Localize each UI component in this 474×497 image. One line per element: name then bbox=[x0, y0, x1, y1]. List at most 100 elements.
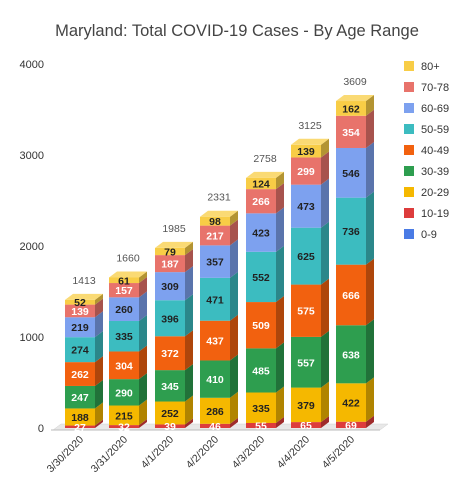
data-label-40-49: 509 bbox=[252, 320, 270, 332]
bar-segment-50-59 bbox=[65, 337, 95, 363]
data-label-40-49: 304 bbox=[115, 360, 133, 372]
data-label-50-59: 625 bbox=[297, 251, 315, 263]
y-tick-label: 2000 bbox=[20, 241, 44, 253]
legend-swatch-40-49 bbox=[404, 145, 414, 155]
bar-segment-60-69 bbox=[155, 272, 185, 301]
bar-segment-10-19 bbox=[200, 423, 230, 428]
legend-swatch-20-29 bbox=[404, 187, 414, 197]
data-label-30-39: 247 bbox=[71, 392, 89, 404]
bar-side-80+ bbox=[139, 271, 147, 284]
data-label-20-29: 422 bbox=[342, 398, 360, 410]
bar-side-20-29 bbox=[230, 391, 238, 424]
y-tick-label: 3000 bbox=[20, 150, 44, 162]
legend-swatch-60-69 bbox=[404, 103, 414, 113]
legend-swatch-80+ bbox=[404, 61, 414, 71]
bar-side-10-19 bbox=[230, 417, 238, 428]
data-label-80+: 162 bbox=[342, 103, 360, 115]
bar-segment-30-39 bbox=[291, 336, 321, 388]
bar-side-50-59 bbox=[366, 191, 374, 265]
bar-segment-10-19 bbox=[65, 425, 95, 428]
x-tick-label: 4/3/2020 bbox=[230, 434, 267, 471]
data-label-50-59: 396 bbox=[161, 313, 179, 325]
data-label-60-69: 546 bbox=[342, 168, 360, 180]
legend-layer: 80+ 70-78 60-69 50-59 40-49 30-39 20-29 10-19 0-… bbox=[404, 61, 449, 241]
bar-segment-30-39 bbox=[336, 325, 366, 384]
legend-label-20-29: 20-29 bbox=[421, 187, 449, 199]
bar-side-20-29 bbox=[185, 395, 193, 425]
bar-side-80+ bbox=[276, 171, 284, 190]
bar-segment-60-69 bbox=[246, 213, 276, 252]
data-label-60-69: 260 bbox=[115, 304, 133, 316]
legend-swatch-50-59 bbox=[404, 124, 414, 134]
data-label-40-49: 575 bbox=[297, 306, 315, 318]
bar-side-60-69 bbox=[185, 266, 193, 301]
bar-segment-60-69 bbox=[291, 184, 321, 228]
data-label-10-19: 65 bbox=[300, 420, 312, 432]
y-tick-label: 0 bbox=[38, 423, 44, 435]
data-label-10-19: 27 bbox=[74, 422, 86, 434]
y-tick-label: 1000 bbox=[20, 332, 44, 344]
data-label-20-29: 286 bbox=[206, 406, 224, 418]
legend-swatch-30-39 bbox=[404, 166, 414, 176]
bar-side-50-59 bbox=[185, 294, 193, 337]
data-label-60-69: 423 bbox=[252, 228, 270, 240]
data-label-80+: 79 bbox=[164, 247, 176, 259]
x-tick-label: 4/1/2020 bbox=[139, 434, 176, 471]
data-label-50-59: 552 bbox=[252, 272, 270, 284]
data-label-80+: 139 bbox=[297, 146, 315, 158]
bar-side-80+ bbox=[95, 293, 103, 305]
bar-segment-10-19 bbox=[246, 422, 276, 428]
bar-segment-70-78 bbox=[336, 115, 366, 148]
bar-side-70-78 bbox=[276, 183, 284, 214]
bar-segment-20-29 bbox=[200, 397, 230, 424]
bar-segment-40-49 bbox=[336, 264, 366, 326]
bar-side-10-19 bbox=[95, 419, 103, 428]
total-label: 2331 bbox=[207, 192, 231, 204]
total-label: 3125 bbox=[298, 120, 322, 132]
data-label-70-78: 354 bbox=[342, 127, 360, 139]
bar-segment-40-49 bbox=[65, 362, 95, 386]
data-label-20-29: 252 bbox=[161, 408, 179, 420]
bar-segment-80+ bbox=[291, 144, 321, 158]
data-label-70-78: 266 bbox=[252, 196, 270, 208]
data-label-60-69: 219 bbox=[71, 322, 89, 334]
bar-top-80+ bbox=[291, 138, 329, 145]
bar-side-40-49 bbox=[321, 278, 329, 337]
bar-side-50-59 bbox=[321, 221, 329, 285]
bar-side-30-39 bbox=[366, 319, 374, 384]
bar-side-50-59 bbox=[95, 331, 103, 363]
bar-segment-80+ bbox=[109, 277, 139, 284]
data-label-70-78: 157 bbox=[115, 285, 133, 297]
bar-side-10-19 bbox=[139, 419, 147, 428]
bar-segment-30-39 bbox=[155, 370, 185, 402]
bar-side-60-69 bbox=[95, 311, 103, 338]
legend-swatch-70-78 bbox=[404, 82, 414, 92]
y-tick-label: 4000 bbox=[20, 59, 44, 71]
bar-segment-20-29 bbox=[65, 408, 95, 426]
chart-title: Maryland: Total COVID-19 Cases - By Age … bbox=[55, 22, 419, 40]
data-label-20-29: 335 bbox=[252, 403, 270, 415]
bar-side-50-59 bbox=[230, 271, 238, 321]
bar-side-30-39 bbox=[139, 373, 147, 406]
bar-side-40-49 bbox=[185, 330, 193, 371]
bar-side-10-19 bbox=[321, 416, 329, 428]
bar-segment-30-39 bbox=[109, 379, 139, 406]
bar-segment-30-39 bbox=[200, 360, 230, 398]
total-label: 1660 bbox=[116, 252, 140, 264]
data-label-30-39: 410 bbox=[206, 374, 224, 386]
bar-side-30-39 bbox=[321, 330, 329, 388]
bar-segment-40-49 bbox=[200, 320, 230, 361]
data-label-50-59: 736 bbox=[342, 226, 360, 238]
bar-top-80+ bbox=[65, 293, 103, 300]
legend-swatch-0-9 bbox=[404, 229, 414, 239]
total-label: 3609 bbox=[343, 76, 367, 88]
data-label-30-39: 345 bbox=[161, 381, 179, 393]
bar-segment-30-39 bbox=[65, 385, 95, 409]
legend-swatch-10-19 bbox=[404, 208, 414, 218]
bar-side-60-69 bbox=[276, 207, 284, 252]
data-label-30-39: 485 bbox=[252, 365, 270, 377]
bar-side-20-29 bbox=[366, 377, 374, 422]
bar-top-80+ bbox=[200, 210, 238, 217]
bar-side-60-69 bbox=[366, 141, 374, 198]
